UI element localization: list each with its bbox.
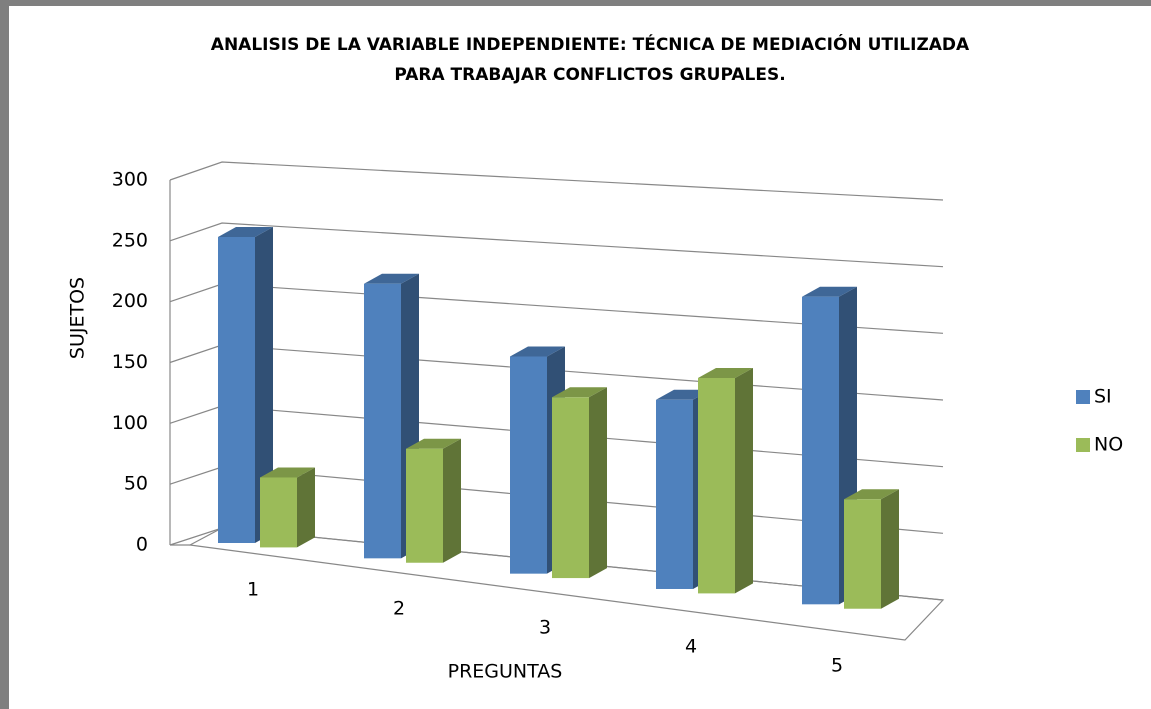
grid-line bbox=[169, 222, 944, 268]
y-tick-label: 200 bbox=[112, 290, 148, 312]
bar-side bbox=[881, 489, 899, 609]
y-axis-label: SUJETOS bbox=[67, 277, 89, 359]
bar-top bbox=[364, 273, 419, 284]
y-tick-label: 150 bbox=[112, 351, 148, 373]
bar bbox=[260, 467, 315, 548]
legend-swatch bbox=[1076, 390, 1090, 404]
y-tick-label: 250 bbox=[112, 229, 148, 251]
bar bbox=[698, 367, 753, 594]
y-tick-label: 300 bbox=[112, 169, 148, 191]
bar-top bbox=[656, 389, 711, 400]
bar-side bbox=[255, 227, 273, 543]
bar bbox=[552, 387, 607, 579]
bar-front bbox=[802, 296, 839, 605]
chart-title: PARA TRABAJAR CONFLICTOS GRUPALES. bbox=[394, 65, 785, 85]
bar-side bbox=[443, 438, 461, 563]
chart-title: ANALISIS DE LA VARIABLE INDEPENDIENTE: T… bbox=[211, 33, 970, 55]
bar-top bbox=[844, 489, 899, 500]
bar-top bbox=[698, 367, 753, 378]
bar-front bbox=[364, 283, 401, 559]
bar bbox=[802, 286, 857, 605]
bar-front bbox=[260, 477, 297, 548]
bar-top bbox=[406, 438, 461, 449]
bar-top bbox=[552, 387, 607, 398]
legend-swatch bbox=[1076, 438, 1090, 452]
y-tick-label: 100 bbox=[112, 412, 148, 434]
bar-top bbox=[802, 286, 857, 297]
x-axis-label: PREGUNTAS bbox=[448, 661, 563, 683]
frame-top bbox=[0, 0, 1151, 6]
bar bbox=[844, 489, 899, 609]
y-tick-label: 50 bbox=[124, 473, 148, 495]
x-tick-label: 3 bbox=[539, 617, 551, 639]
bar-front bbox=[844, 499, 881, 609]
x-tick-label: 2 bbox=[393, 598, 405, 620]
bar-top bbox=[218, 227, 273, 237]
bar-top bbox=[510, 346, 565, 357]
legend-label: NO bbox=[1094, 434, 1123, 456]
x-tick-label: 1 bbox=[247, 579, 259, 601]
bar-front bbox=[406, 448, 443, 563]
grid-line bbox=[169, 161, 944, 201]
bar-top bbox=[260, 467, 315, 478]
bar-front bbox=[656, 399, 693, 589]
bar-side bbox=[589, 387, 607, 579]
bar-side bbox=[735, 367, 753, 594]
legend-label: SI bbox=[1094, 386, 1112, 408]
x-tick-label: 4 bbox=[685, 636, 697, 658]
frame-left bbox=[0, 0, 9, 709]
y-tick-label: 0 bbox=[136, 534, 148, 556]
bar-front bbox=[698, 377, 735, 594]
bar-side bbox=[297, 467, 315, 548]
bar-front bbox=[552, 397, 589, 579]
bar bbox=[406, 438, 461, 563]
bar bbox=[218, 227, 273, 543]
x-tick-label: 5 bbox=[831, 655, 843, 677]
bar-front bbox=[510, 356, 547, 574]
bar-front bbox=[218, 237, 255, 543]
